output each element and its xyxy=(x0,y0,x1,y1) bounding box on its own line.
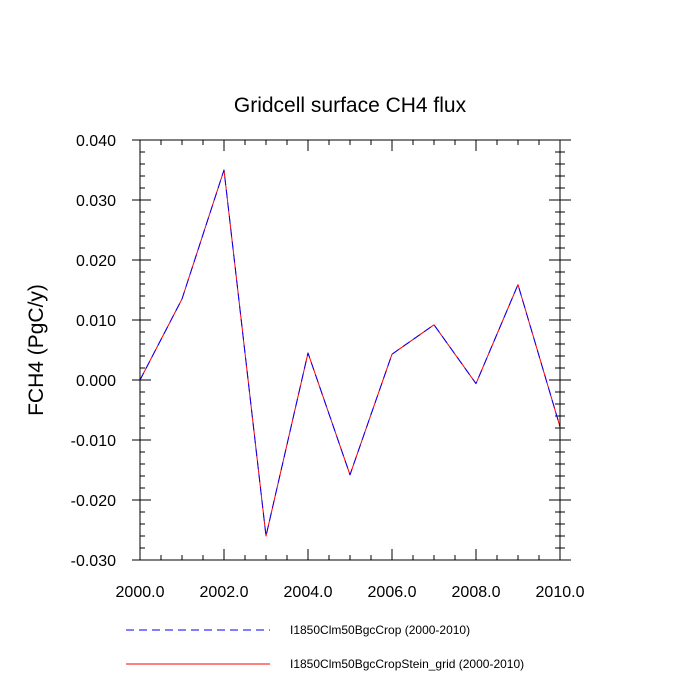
x-tick-label: 2004.0 xyxy=(284,584,333,601)
x-tick-label: 2008.0 xyxy=(452,584,501,601)
chart-title: Gridcell surface CH4 flux xyxy=(234,94,467,117)
x-tick-label: 2002.0 xyxy=(200,584,249,601)
tick-labels: 2000.0 2002.0 2004.0 2006.0 2008.0 2010.0 0.04… xyxy=(71,133,585,601)
y-tick-label: -0.010 xyxy=(71,433,116,450)
y-tick-label: 0.030 xyxy=(76,193,116,210)
y-tick-label: -0.020 xyxy=(71,493,116,510)
y-tick-label: 0.020 xyxy=(76,253,116,270)
x-tick-label: 2000.0 xyxy=(116,584,165,601)
series-layer xyxy=(139,169,561,537)
y-axis-label: FCH4 (PgC/y) xyxy=(25,284,48,416)
y-tick-label: 0.010 xyxy=(76,313,116,330)
legend-label: I1850Clm50BgcCropStein_grid (2000-2010) xyxy=(290,657,524,671)
y-tick-label: -0.030 xyxy=(71,553,116,570)
series-line xyxy=(139,169,561,537)
legend: I1850Clm50BgcCrop (2000-2010) I1850Clm50B… xyxy=(126,623,524,671)
x-tick-label: 2010.0 xyxy=(536,584,585,601)
y-tick-label: 0.000 xyxy=(76,373,116,390)
y-tick-label: 0.040 xyxy=(76,133,116,150)
plot-frame xyxy=(139,139,561,561)
legend-label: I1850Clm50BgcCrop (2000-2010) xyxy=(290,623,470,637)
minor-ticks xyxy=(140,140,565,560)
series-line xyxy=(139,169,561,537)
x-tick-label: 2006.0 xyxy=(368,584,417,601)
major-ticks xyxy=(132,139,571,561)
